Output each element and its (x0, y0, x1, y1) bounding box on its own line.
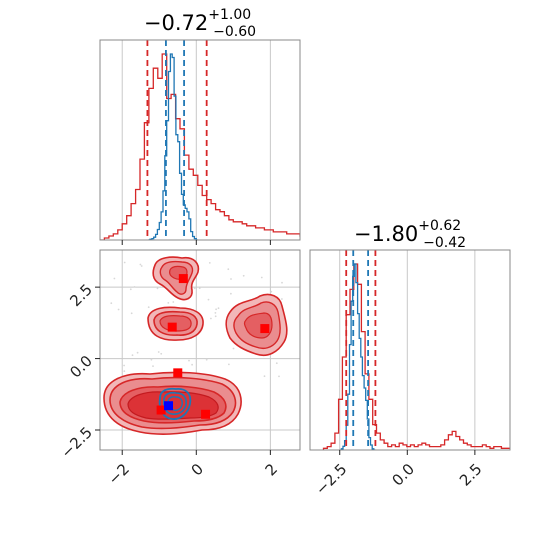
sample-point (275, 362, 278, 365)
sample-point (214, 315, 217, 318)
sample-point (113, 277, 116, 280)
sample-point (160, 352, 163, 355)
sample-point (214, 312, 217, 314)
x-tick-label: 2 (262, 460, 281, 479)
sample-point (227, 268, 230, 271)
sample-point (131, 354, 134, 357)
sample-point (278, 375, 280, 378)
y-tick-label: 0.0 (66, 352, 96, 382)
x-tick-label: 2.5 (456, 460, 486, 490)
sample-point (156, 287, 159, 290)
red-marker (167, 322, 177, 332)
sample-point (123, 261, 126, 264)
x-tick-label: −2.5 (312, 460, 350, 498)
sample-point (191, 363, 194, 366)
histograms (322, 263, 510, 450)
sample-point (193, 287, 196, 290)
markers (156, 274, 270, 419)
red-marker (156, 405, 166, 415)
red-marker (201, 409, 211, 419)
title-minus: −0.60 (213, 24, 256, 40)
sample-point (210, 317, 212, 320)
y-tick-label: −2.5 (58, 423, 96, 461)
sample-point (167, 302, 170, 304)
sample-point (228, 363, 230, 366)
marginal-x-panel: −0.72+1.00 −0.60 (99, 7, 301, 245)
red-marker (260, 324, 270, 334)
gridlines (121, 40, 271, 240)
title-plus: +0.62 (418, 218, 461, 234)
panel-title: −0.72+1.00 −0.60 (144, 7, 256, 40)
sample-point (123, 364, 125, 367)
histogram-series-0 (100, 53, 300, 240)
gridlines (339, 250, 476, 450)
title-plus: +1.00 (208, 7, 251, 23)
red-marker (178, 274, 188, 284)
x-tick-label: −2 (105, 460, 133, 488)
sample-point (230, 292, 232, 295)
joint-panel: −2 0 2 2.5 0.0 −2.5 (58, 249, 301, 488)
x-tick-label: 0.0 (388, 460, 418, 490)
y-tick-label: 2.5 (66, 280, 96, 310)
title-median: −0.72 (144, 11, 208, 35)
sample-point (260, 276, 263, 279)
sample-point (140, 265, 143, 267)
sample-point (217, 307, 220, 310)
sample-point (130, 312, 133, 315)
sample-point (133, 286, 136, 288)
sample-point (230, 278, 232, 280)
sample-point (110, 302, 113, 305)
title-median: −1.80 (354, 222, 418, 246)
title-minus: −0.42 (423, 235, 466, 251)
axes-frame (99, 249, 301, 451)
sample-point (281, 298, 283, 300)
sample-point (117, 308, 120, 311)
sample-point (281, 281, 283, 284)
sample-point (215, 308, 218, 311)
x-tick-label: 0 (188, 460, 207, 479)
sample-point (242, 274, 245, 277)
sample-point (147, 306, 150, 309)
sample-point (205, 358, 208, 361)
sample-point (129, 288, 132, 291)
sample-point (172, 301, 175, 303)
sample-point (157, 351, 160, 353)
contour-blob-right (225, 293, 288, 357)
histograms (100, 53, 300, 240)
sample-point (263, 375, 266, 378)
sample-point (188, 359, 190, 362)
x-ticks: −2.5 0.0 2.5 (312, 450, 486, 499)
axes-frame (99, 39, 301, 241)
sample-point (139, 263, 142, 266)
contour-blob-top (152, 256, 200, 301)
quantile-lines (146, 40, 208, 240)
axes-frame (309, 249, 511, 451)
sample-point (198, 287, 201, 290)
marginal-y-panel: −2.5 0.0 2.5 −1.80+0.62 −0.42 (309, 218, 511, 499)
x-ticks (121, 240, 271, 245)
red-marker (173, 368, 183, 378)
contours (103, 256, 288, 435)
sample-point (208, 262, 211, 264)
sample-point (270, 290, 273, 293)
sample-point (123, 370, 126, 372)
sample-point (207, 298, 210, 301)
blue-marker (164, 401, 174, 411)
panel-title: −1.80+0.62 −0.42 (354, 218, 466, 251)
quantile-lines (345, 250, 377, 450)
histogram-series-1 (148, 53, 199, 240)
sample-point (136, 351, 139, 354)
sample-point (152, 365, 154, 367)
sample-point (232, 347, 235, 350)
histogram-series-0 (322, 263, 510, 450)
sample-point (150, 358, 153, 361)
